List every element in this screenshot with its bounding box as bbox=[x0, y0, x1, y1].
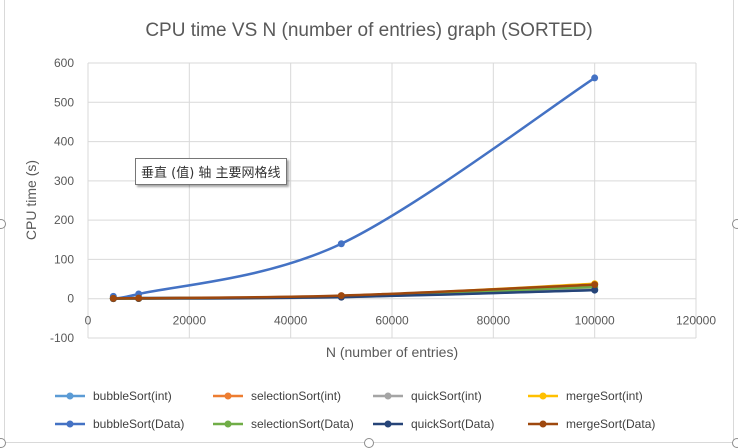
legend-item[interactable]: mergeSort(int) bbox=[528, 389, 643, 403]
legend-label: mergeSort(int) bbox=[566, 389, 643, 403]
legend-label: mergeSort(Data) bbox=[566, 417, 655, 431]
x-axis-title[interactable]: N (number of entries) bbox=[326, 344, 458, 360]
x-tick-label: 20000 bbox=[173, 314, 207, 328]
legend-swatch-marker bbox=[384, 392, 392, 400]
data-point[interactable] bbox=[135, 294, 143, 302]
y-tick-label: 400 bbox=[54, 135, 74, 149]
chart-title[interactable]: CPU time VS N (number of entries) graph … bbox=[145, 20, 592, 41]
legend-swatch-marker bbox=[539, 392, 547, 400]
legend-label: quickSort(int) bbox=[411, 389, 482, 403]
x-tick-label: 100000 bbox=[575, 314, 615, 328]
y-tick-label: 600 bbox=[54, 56, 74, 70]
legend[interactable]: bubbleSort(int) selectionSort(int) quickSo… bbox=[55, 389, 655, 431]
legend-label: selectionSort(int) bbox=[251, 389, 341, 403]
legend-swatch-marker bbox=[66, 392, 74, 400]
legend-label: bubbleSort(Data) bbox=[93, 417, 184, 431]
legend-swatch-marker bbox=[66, 420, 74, 428]
legend-item[interactable]: selectionSort(Data) bbox=[213, 417, 354, 431]
series-line[interactable] bbox=[111, 283, 596, 300]
legend-swatch-marker bbox=[224, 392, 232, 400]
series-7[interactable] bbox=[109, 281, 599, 302]
y-axis-title[interactable]: CPU time (s) bbox=[23, 160, 39, 240]
x-tick-label: 80000 bbox=[477, 314, 511, 328]
data-point[interactable] bbox=[591, 74, 599, 82]
resize-handle-left[interactable] bbox=[0, 219, 6, 229]
legend-swatch-marker bbox=[224, 420, 232, 428]
legend-item[interactable]: quickSort(Data) bbox=[373, 417, 494, 431]
y-tick-label: 200 bbox=[54, 213, 74, 227]
x-tick-label: 120000 bbox=[676, 314, 716, 328]
data-point[interactable] bbox=[109, 294, 117, 302]
data-point[interactable] bbox=[337, 292, 345, 300]
resize-handle-right[interactable] bbox=[732, 219, 738, 229]
series-lines[interactable] bbox=[109, 74, 599, 303]
gridline-tooltip: 垂直 (值) 轴 主要网格线 bbox=[135, 158, 287, 185]
y-tick-label: 100 bbox=[54, 252, 74, 266]
y-tick-label: 300 bbox=[54, 174, 74, 188]
y-tick-label: 500 bbox=[54, 95, 74, 109]
data-point[interactable] bbox=[591, 281, 599, 289]
legend-label: selectionSort(Data) bbox=[251, 417, 354, 431]
y-tick-label: 0 bbox=[67, 292, 74, 306]
legend-item[interactable]: bubbleSort(Data) bbox=[55, 417, 184, 431]
legend-label: bubbleSort(int) bbox=[93, 389, 172, 403]
legend-item[interactable]: selectionSort(int) bbox=[213, 389, 341, 403]
data-point[interactable] bbox=[591, 286, 599, 294]
legend-swatch-marker bbox=[384, 420, 392, 428]
legend-swatch-marker bbox=[539, 420, 547, 428]
legend-label: quickSort(Data) bbox=[411, 417, 494, 431]
x-tick-label: 40000 bbox=[274, 314, 308, 328]
series-line[interactable] bbox=[111, 76, 596, 300]
y-tick-label: -100 bbox=[50, 331, 74, 345]
x-tick-label: 60000 bbox=[375, 314, 409, 328]
series-4[interactable] bbox=[109, 74, 599, 300]
legend-item[interactable]: bubbleSort(int) bbox=[55, 389, 172, 403]
legend-item[interactable]: mergeSort(Data) bbox=[528, 417, 655, 431]
data-point[interactable] bbox=[337, 240, 345, 248]
legend-item[interactable]: quickSort(int) bbox=[373, 389, 482, 403]
tick-labels: -100 0 100 200 300 400 500 600 0 20000 40000 60000 8… bbox=[50, 56, 716, 345]
x-tick-label: 0 bbox=[85, 314, 92, 328]
